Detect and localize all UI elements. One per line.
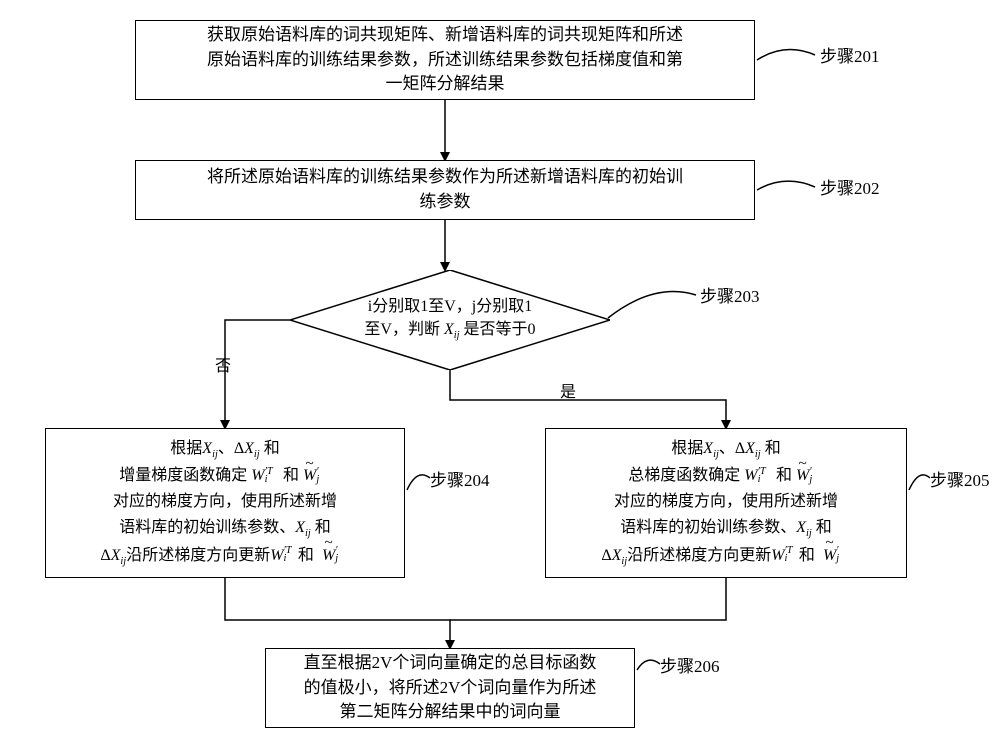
step202-label: 步骤202 (820, 174, 880, 199)
step206-line3: 第二矩阵分解结果中的词向量 (340, 702, 561, 721)
arrow-203-204 (220, 315, 295, 430)
connector-204 (405, 466, 433, 496)
step201-label: 步骤201 (820, 42, 880, 67)
process-step201: 获取原始语料库的词共现矩阵、新增语料库的词共现矩阵和所述 原始语料库的训练结果参… (135, 20, 755, 100)
step201-line2: 原始语料库的训练结果参数，所述训练结果参数包括梯度值和第 (207, 50, 683, 69)
branch-yes: 是 (560, 378, 576, 402)
decision-step203: i分别取1至V，j分别取1 至V，判断 Xij 是否等于0 (290, 270, 610, 370)
connector-202 (755, 174, 820, 204)
step206-label: 步骤206 (660, 652, 720, 677)
step201-line3: 一矩阵分解结果 (386, 74, 505, 93)
arrow-202-203 (440, 220, 450, 272)
step206-line1: 直至根据2V个词向量确定的总目标函数 (304, 653, 597, 672)
step202-line2: 练参数 (420, 192, 471, 211)
process-step206: 直至根据2V个词向量确定的总目标函数 的值极小，将所述2V个词向量作为所述 第二… (265, 648, 635, 728)
connector-203 (604, 282, 700, 322)
connector-205 (907, 466, 933, 496)
process-step204: 根据Xij、ΔXij 和 增量梯度函数确定 W′Ti 和 W′j 对应的梯度方向… (45, 428, 405, 578)
step206-line2: 的值极小，将所述2V个词向量作为所述 (304, 678, 597, 697)
process-step202: 将所述原始语料库的训练结果参数作为所述新增语料库的初始训 练参数 (135, 160, 755, 220)
connector-201 (755, 42, 820, 72)
step201-line1: 获取原始语料库的词共现矩阵、新增语料库的词共现矩阵和所述 (207, 25, 683, 44)
arrow-205-merge (450, 578, 735, 623)
connector-206 (635, 652, 663, 676)
branch-no: 否 (215, 352, 231, 376)
step202-line1: 将所述原始语料库的训练结果参数作为所述新增语料库的初始训 (207, 167, 683, 186)
arrow-204-206 (220, 578, 460, 650)
step205-label: 步骤205 (930, 466, 990, 491)
step204-label: 步骤204 (430, 466, 490, 491)
process-step205: 根据Xij、ΔXij 和 总梯度函数确定 W′Ti 和 W′j 对应的梯度方向，… (545, 428, 907, 578)
step203-label: 步骤203 (700, 282, 760, 307)
arrow-203-205 (445, 370, 735, 430)
arrow-201-202 (440, 100, 450, 162)
